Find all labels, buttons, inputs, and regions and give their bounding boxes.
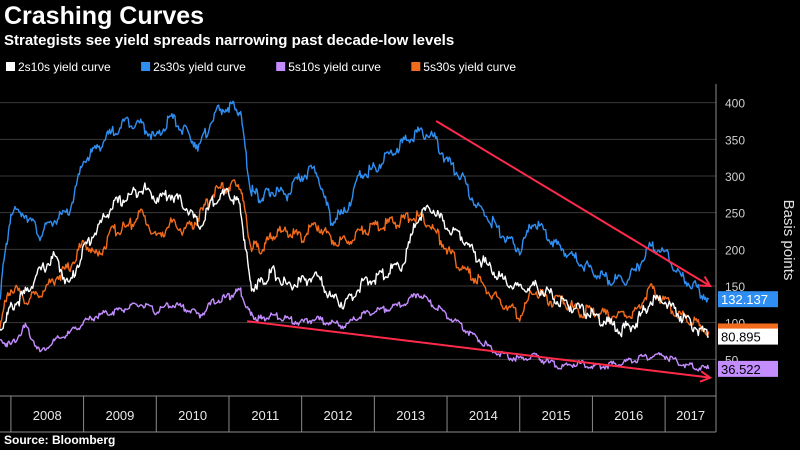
trend-arrow-head [699, 370, 713, 383]
legend-label: 2s30s yield curve [153, 60, 246, 74]
x-tick-label: 2008 [33, 408, 62, 423]
x-tick-label: 2011 [251, 408, 279, 423]
legend-swatch [6, 62, 15, 71]
source-note: Source: Bloomberg [4, 433, 116, 447]
chart-subtitle: Strategists see yield spreads narrowing … [4, 32, 455, 49]
axes: 50100150200250300350400Basis points20082… [0, 84, 797, 433]
trend-arrows [247, 120, 713, 383]
trend-arrow-line [247, 320, 711, 379]
x-tick-label: 2013 [396, 408, 425, 423]
end-label-value: 36.522 [721, 362, 761, 377]
trend-arrow-line [435, 120, 711, 287]
trend-arrow-head [699, 275, 712, 288]
chart-title: Crashing Curves [4, 2, 205, 30]
series-line-2s10s [0, 182, 710, 338]
y-tick-label: 350 [725, 133, 745, 147]
x-tick-label: 2009 [105, 408, 134, 423]
y-tick-label: 400 [725, 97, 745, 111]
series-line-2s30s [0, 100, 710, 303]
y-tick-label: 300 [725, 170, 745, 184]
legend-swatch [276, 62, 286, 71]
end-label-box [718, 328, 778, 345]
legend-swatch [411, 62, 421, 71]
series-lines [0, 100, 710, 372]
x-tick-label: 2012 [324, 408, 353, 423]
end-label-value: 132.137 [721, 292, 768, 307]
y-tick-label: 250 [725, 207, 745, 221]
series-line-5s10s [0, 287, 710, 372]
x-tick-label: 2010 [178, 408, 207, 423]
x-tick-label: 2017 [676, 408, 705, 423]
y-tick-label: 200 [725, 243, 745, 257]
end-label-value: 80.895 [721, 330, 761, 345]
legend-label: 2s10s yield curve [18, 60, 111, 74]
legend-label: 5s10s yield curve [288, 60, 381, 74]
legend: 2s10s yield curve 2s30s yield curve 5s10s … [6, 60, 516, 74]
x-tick-label: 2016 [614, 408, 643, 423]
y-tick-label: 150 [725, 280, 745, 294]
legend-label: 5s30s yield curve [423, 60, 516, 74]
series-line-5s30s [0, 179, 710, 337]
legend-swatch [141, 62, 151, 71]
y-axis-label: Basis points [780, 200, 797, 281]
x-tick-label: 2014 [469, 408, 498, 423]
x-tick-label: 2015 [542, 408, 571, 423]
end-value-labels: 132.137 80.895 36.522 [718, 291, 778, 377]
end-label-box [718, 360, 778, 377]
end-label-box [718, 291, 778, 308]
